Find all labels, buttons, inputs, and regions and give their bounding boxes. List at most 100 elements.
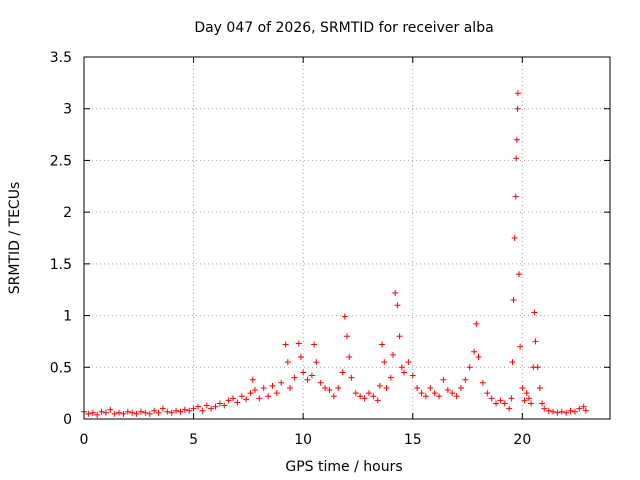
data-point <box>558 408 565 415</box>
data-point <box>249 376 256 383</box>
x-tick-label: 20 <box>513 432 531 448</box>
data-point <box>457 384 464 391</box>
data-point <box>517 343 524 350</box>
data-point <box>436 393 443 400</box>
data-point <box>164 408 171 415</box>
data-point <box>234 399 241 406</box>
data-point <box>571 408 578 415</box>
data-point <box>396 333 403 340</box>
data-point <box>506 405 513 412</box>
data-point <box>381 359 388 366</box>
data-point <box>190 405 197 412</box>
data-point <box>124 408 131 415</box>
data-point <box>297 353 304 360</box>
data-point <box>514 105 521 112</box>
data-point <box>508 395 515 402</box>
data-point <box>273 390 280 397</box>
data-point <box>361 395 368 402</box>
data-point <box>85 410 92 417</box>
data-point <box>177 408 184 415</box>
y-tick-label: 3 <box>63 102 72 118</box>
grid <box>83 56 610 420</box>
data-point <box>181 406 188 413</box>
data-point <box>511 235 518 241</box>
data-point <box>89 409 96 416</box>
data-point <box>173 407 180 414</box>
data-point <box>521 397 528 404</box>
data-point <box>376 382 383 389</box>
data-point <box>120 410 127 417</box>
y-tick-label: 0 <box>63 412 72 428</box>
data-point <box>501 400 508 407</box>
data-point <box>541 405 548 412</box>
data-point <box>453 393 460 400</box>
x-tick-label: 10 <box>294 432 312 448</box>
data-point <box>300 369 307 376</box>
data-point <box>287 384 294 391</box>
data-point <box>230 395 237 402</box>
data-point <box>479 379 486 386</box>
x-axis-title: GPS time / hours <box>285 459 402 475</box>
data-point <box>449 390 456 397</box>
data-point <box>330 393 337 400</box>
data-point <box>260 384 267 391</box>
data-point <box>308 372 315 379</box>
data-point <box>528 400 535 407</box>
x-tick-label: 0 <box>80 432 89 448</box>
data-point <box>278 379 285 386</box>
data-point <box>532 338 539 345</box>
x-tick-label: 5 <box>189 432 198 448</box>
data-point <box>409 372 416 379</box>
data-point <box>352 390 359 397</box>
data-point <box>107 406 114 413</box>
data-point <box>398 364 405 371</box>
chart-title: Day 047 of 2026, SRMTID for receiver alb… <box>194 20 493 36</box>
data-point <box>427 384 434 391</box>
data-point <box>151 407 158 414</box>
data-point <box>194 403 201 410</box>
data-point <box>247 390 254 397</box>
data-point <box>475 353 482 360</box>
data-point <box>348 374 355 381</box>
data-point <box>326 387 333 394</box>
data-point <box>251 387 258 394</box>
data-point <box>484 390 491 397</box>
data-point <box>216 400 223 407</box>
data-point <box>269 382 276 389</box>
data-point <box>462 376 469 383</box>
data-point <box>414 384 421 391</box>
data-point <box>142 409 149 416</box>
data-point <box>98 408 105 415</box>
data-point <box>282 341 289 348</box>
data-point <box>137 408 144 415</box>
data-point <box>405 359 412 366</box>
plot-frame <box>83 56 611 420</box>
data-point <box>563 409 570 416</box>
data-point <box>473 320 480 327</box>
data-point <box>94 411 101 418</box>
data-point <box>116 409 123 416</box>
data-point <box>225 397 232 404</box>
axis-ticks <box>83 56 610 420</box>
y-tick-label: 1 <box>63 309 72 325</box>
data-point <box>525 395 532 402</box>
data-point <box>155 409 162 416</box>
y-tick-labels: 0 0.5 1 1.5 2 2.5 3 3.5 <box>50 50 72 428</box>
data-point <box>311 341 318 348</box>
data-point <box>444 387 451 394</box>
data-point <box>256 395 263 402</box>
data-point <box>550 408 557 415</box>
y-tick-label: 2.5 <box>50 153 72 169</box>
data-point <box>365 390 372 397</box>
data-point <box>357 393 364 400</box>
data-point <box>418 390 425 397</box>
data-point <box>317 379 324 386</box>
data-point <box>493 400 500 407</box>
data-point <box>265 393 272 400</box>
data-point <box>516 271 523 278</box>
data-point <box>284 359 291 366</box>
data-point <box>392 289 399 296</box>
data-point <box>390 351 397 358</box>
data-point <box>243 396 250 403</box>
